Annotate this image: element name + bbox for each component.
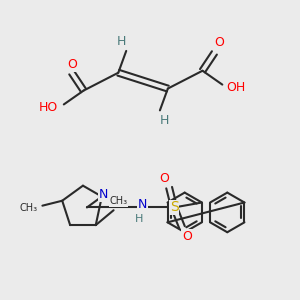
Text: HO: HO bbox=[38, 101, 58, 114]
Text: H: H bbox=[135, 214, 144, 224]
Text: CH₃: CH₃ bbox=[20, 203, 38, 213]
Text: N: N bbox=[138, 198, 147, 211]
Text: H: H bbox=[160, 114, 170, 127]
Text: O: O bbox=[214, 37, 224, 50]
Text: N: N bbox=[99, 188, 109, 201]
Text: S: S bbox=[170, 200, 178, 214]
Text: OH: OH bbox=[226, 81, 246, 94]
Text: O: O bbox=[182, 230, 192, 243]
Text: H: H bbox=[117, 34, 126, 47]
Text: CH₃: CH₃ bbox=[110, 196, 128, 206]
Text: O: O bbox=[159, 172, 169, 185]
Text: O: O bbox=[67, 58, 77, 71]
